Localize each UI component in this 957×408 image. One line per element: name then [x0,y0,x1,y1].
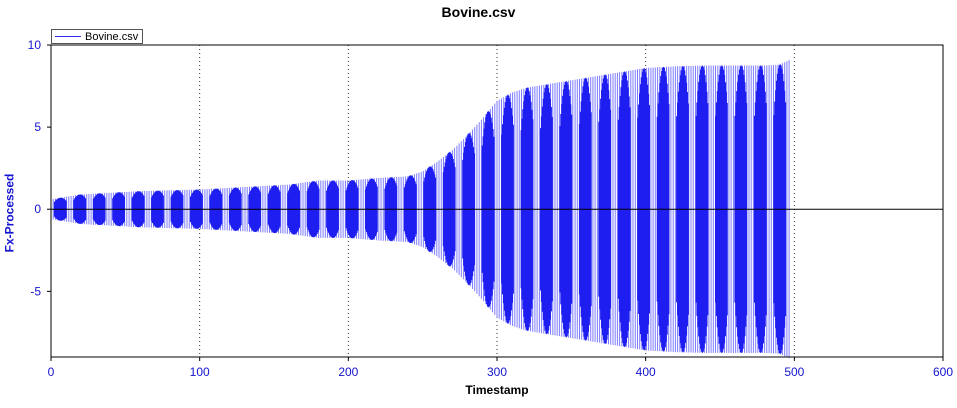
x-tick-label: 200 [338,365,358,379]
x-tick-label: 400 [636,365,656,379]
chart-title: Bovine.csv [441,4,516,20]
legend-swatch [55,36,81,37]
legend: Bovine.csv [51,29,143,44]
x-tick-label: 300 [487,365,507,379]
y-tick-label: -5 [30,284,41,298]
legend-entry: Bovine.csv [85,30,139,43]
y-tick-label: 10 [28,38,42,52]
x-tick-label: 0 [48,365,55,379]
x-tick-label: 500 [784,365,804,379]
y-tick-label: 0 [34,202,41,216]
x-tick-label: 600 [933,365,953,379]
x-tick-label: 100 [190,365,210,379]
y-tick-label: 5 [34,120,41,134]
x-axis-label: Timestamp [465,383,529,397]
